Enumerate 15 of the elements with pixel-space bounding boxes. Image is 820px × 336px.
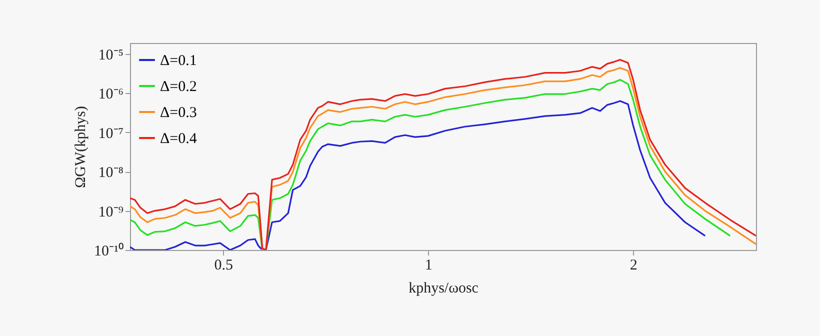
legend-label: Δ=0.1 [160,53,197,69]
x-tick-label: 0.5 [214,258,233,274]
y-tick-label: 10⁻⁷ [98,126,124,142]
legend-label: Δ=0.3 [160,105,197,121]
y-tick-label: 10⁻⁹ [98,204,124,220]
x-axis-title: kphys/ωosc [408,280,479,296]
x-tick-label: 2 [630,258,638,274]
legend-label: Δ=0.2 [160,79,197,95]
y-axis-title: ΩGW(kphys) [73,106,90,188]
y-tick-label: 10⁻⁵ [98,47,124,64]
y-tick-label: 10⁻⁶ [98,86,124,103]
y-tick-label: 10⁻⁸ [98,165,124,182]
legend-label: Δ=0.4 [160,131,198,147]
y-tick-label: 10⁻¹⁰ [94,242,124,260]
x-tick-label: 1 [424,258,432,274]
